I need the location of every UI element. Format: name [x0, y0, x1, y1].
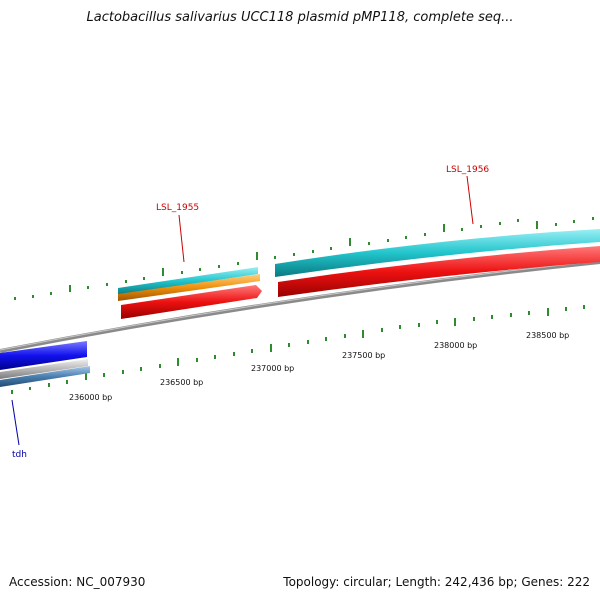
leader-lsl-1955: [178, 214, 185, 263]
plasmid-backbone-highlight: [0, 260, 600, 351]
gene-steelblue[interactable]: [0, 366, 90, 387]
lower-tick-row: [11, 305, 585, 394]
scale-label: 236000 bp: [69, 393, 112, 402]
gene-label-lsl-1955: LSL_1955: [156, 203, 199, 213]
scale-label: 237500 bp: [342, 351, 385, 360]
scale-label: 236500 bp: [160, 378, 203, 387]
leader-lsl-1956: [466, 175, 474, 225]
leader-tdh: [11, 399, 20, 446]
map-title: Lactobacillus salivarius UCC118 plasmid …: [86, 10, 514, 25]
gene-grey[interactable]: [0, 359, 88, 379]
gene-cyan-lsl-1956[interactable]: [275, 229, 600, 277]
plasmid-backbone: [0, 260, 600, 353]
gene-label-tdh: tdh: [12, 450, 27, 460]
gene-blue-tdh[interactable]: [0, 341, 87, 370]
summary-label: Topology: circular; Length: 242,436 bp; …: [283, 575, 590, 589]
gene-cyan-lsl-1955[interactable]: [118, 267, 258, 295]
gene-red-lsl-1956[interactable]: [278, 246, 600, 297]
upper-tick-row: [14, 217, 594, 300]
scale-label: 237000 bp: [251, 364, 294, 373]
scale-label: 238000 bp: [434, 341, 477, 350]
gene-orange[interactable]: [118, 274, 260, 301]
gene-label-lsl-1956: LSL_1956: [446, 165, 489, 175]
gene-red-arrow[interactable]: [121, 285, 262, 319]
scale-label: 238500 bp: [526, 331, 569, 340]
accession-label: Accession: NC_007930: [9, 575, 146, 589]
